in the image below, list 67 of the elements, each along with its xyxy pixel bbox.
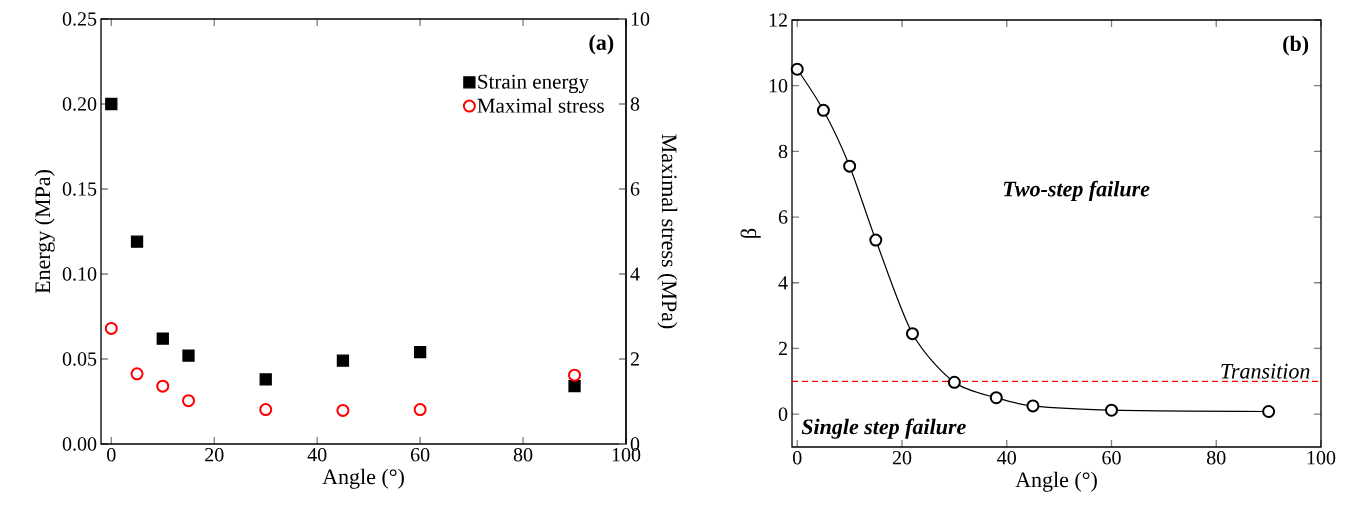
point: [790, 62, 804, 76]
y-axis-title: β: [740, 228, 761, 238]
y-tick-label: 0: [778, 407, 788, 421]
y2-tick-label: 2: [630, 352, 639, 366]
x-tick-label: 0: [793, 450, 802, 465]
y2-tick-label: 10: [631, 12, 650, 26]
y-tick-label: 0.05: [62, 352, 97, 366]
point: [130, 367, 144, 381]
y-tick-label: 0.25: [62, 12, 97, 26]
x-tick-label: 60: [410, 447, 430, 462]
x-tick-label: 80: [1207, 450, 1226, 465]
y2-axis-title: Maximal stress (MPa): [657, 134, 678, 329]
x-axis-title: Angle (°): [1015, 471, 1097, 492]
point: [259, 403, 273, 417]
point: [1105, 403, 1118, 417]
annotation: Two-step failure: [1003, 180, 1150, 201]
x-tick-label: 0: [107, 447, 116, 462]
y-tick-label: 6: [778, 210, 788, 224]
y2-tick-label: 6: [630, 182, 640, 196]
point: [130, 235, 144, 248]
point: [989, 391, 1003, 405]
y-tick-label: 0.00: [62, 437, 97, 451]
point: [156, 332, 169, 345]
x-tick-label: 20: [205, 447, 224, 462]
y-tick-label: 0.20: [62, 97, 97, 111]
y2-tick-label: 8: [630, 97, 640, 111]
y-tick-label: 0.10: [62, 267, 97, 281]
x-tick-label: 20: [892, 450, 912, 465]
point: [869, 233, 883, 247]
point: [104, 321, 118, 335]
point: [568, 380, 581, 393]
ref-line-label: Transition: [1221, 363, 1310, 379]
point: [105, 97, 118, 111]
x-tick-label: 40: [997, 450, 1016, 465]
point: [905, 327, 919, 341]
point: [156, 379, 170, 393]
point: [182, 349, 195, 362]
y-tick-label: 2: [778, 341, 787, 356]
point: [1262, 405, 1276, 419]
y-tick-label: 0.15: [62, 182, 97, 196]
point: [182, 394, 196, 408]
x-tick-label: 100: [1307, 450, 1336, 465]
y-tick-label: 10: [769, 78, 788, 93]
y-tick-label: 12: [769, 13, 787, 27]
point: [259, 373, 272, 386]
point: [947, 375, 961, 389]
point: [1026, 399, 1040, 413]
y-tick-label: 8: [778, 144, 788, 159]
point: [816, 103, 830, 117]
point: [413, 346, 427, 359]
annotation: Single step failure: [801, 418, 966, 439]
y-tick-label: 4: [778, 276, 788, 290]
legend-label: Maximal stress: [477, 98, 604, 113]
annotation: (b): [1283, 35, 1309, 56]
y-axis-title: Energy (MPa): [34, 170, 55, 294]
x-tick-label: 60: [1102, 450, 1121, 465]
point: [843, 159, 857, 173]
point: [413, 403, 427, 417]
y2-tick-label: 4: [630, 267, 640, 281]
x-tick-label: 80: [513, 447, 533, 462]
x-axis-title: Angle (°): [322, 468, 404, 489]
annotation: (a): [589, 34, 614, 55]
point: [336, 403, 350, 417]
point: [336, 354, 350, 367]
x-tick-label: 40: [307, 447, 327, 462]
point: [568, 368, 582, 382]
legend-label: Strain energy: [478, 74, 589, 94]
